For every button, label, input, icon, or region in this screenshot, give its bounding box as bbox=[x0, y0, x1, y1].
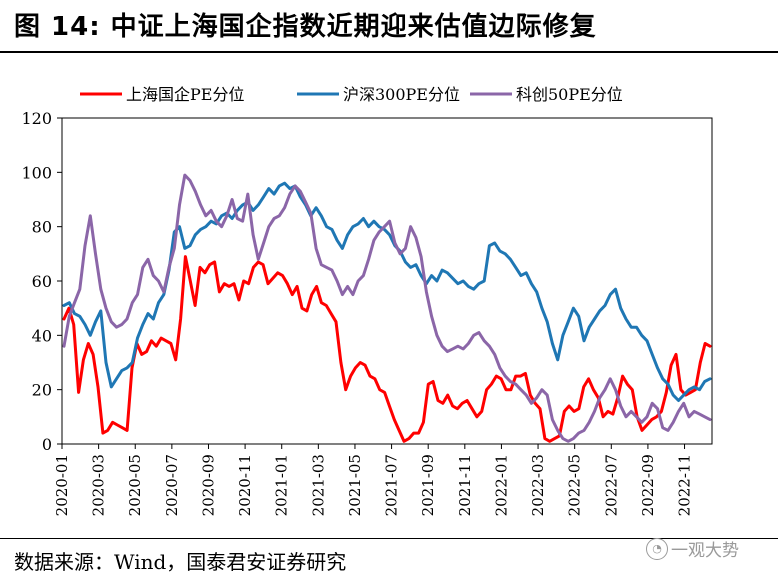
y-tick-label: 0 bbox=[42, 435, 52, 454]
x-tick-label: 2022-09 bbox=[639, 454, 657, 516]
legend-label-3: 科创50PE分位 bbox=[516, 85, 623, 104]
x-tick-label: 2022-11 bbox=[676, 454, 694, 516]
x-axis: 2020-01 2020-03 2020-05 2020-07 2020-09 2020-… bbox=[53, 444, 694, 516]
x-tick-label: 2021-11 bbox=[456, 454, 474, 516]
legend-label-1: 上海国企PE分位 bbox=[126, 85, 244, 104]
x-tick-label: 2021-05 bbox=[346, 454, 364, 516]
x-tick-label: 2021-07 bbox=[383, 454, 401, 516]
x-tick-label: 2021-09 bbox=[419, 454, 437, 516]
plot-frame bbox=[61, 117, 713, 445]
x-tick-label: 2020-11 bbox=[236, 454, 254, 516]
bottom-rule bbox=[0, 538, 778, 539]
x-tick-label: 2021-01 bbox=[273, 454, 291, 516]
wechat-icon: ◔ bbox=[646, 537, 668, 560]
y-tick-label: 60 bbox=[32, 272, 52, 291]
x-tick-label: 2020-05 bbox=[126, 454, 144, 516]
watermark-text: 一观大势 bbox=[671, 541, 739, 561]
line-chart: 上海国企PE分位 沪深300PE分位 科创50PE分位 0 20 40 60 80 100 12… bbox=[21, 85, 713, 516]
y-tick-label: 80 bbox=[32, 218, 52, 237]
legend-label-2: 沪深300PE分位 bbox=[343, 85, 460, 104]
source-note: 数据来源：Wind，国泰君安证券研究 bbox=[14, 550, 347, 574]
y-tick-label: 20 bbox=[32, 381, 52, 400]
x-tick-label: 2021-03 bbox=[309, 454, 327, 516]
x-tick-label: 2022-03 bbox=[529, 454, 547, 516]
x-tick-label: 2022-01 bbox=[492, 454, 510, 516]
x-tick-label: 2022-07 bbox=[602, 454, 620, 516]
figure-title: 图 14: 中证上海国企指数近期迎来估值边际修复 bbox=[14, 12, 597, 42]
x-tick-label: 2020-01 bbox=[53, 454, 71, 516]
y-tick-label: 40 bbox=[32, 326, 52, 345]
y-tick-label: 100 bbox=[21, 163, 52, 182]
watermark: ◔ 一观大势 bbox=[646, 536, 739, 561]
y-axis: 0 20 40 60 80 100 120 bbox=[21, 109, 62, 454]
series-line-1 bbox=[62, 255, 712, 443]
x-tick-label: 2020-03 bbox=[90, 454, 108, 516]
x-tick-label: 2020-07 bbox=[163, 454, 181, 516]
top-rule bbox=[0, 51, 778, 53]
y-tick-label: 120 bbox=[21, 109, 52, 128]
chart-series bbox=[62, 173, 712, 443]
series-line-3 bbox=[62, 173, 712, 443]
x-tick-label: 2020-09 bbox=[199, 454, 217, 516]
series-line-2 bbox=[62, 181, 712, 402]
chart-legend: 上海国企PE分位 沪深300PE分位 科创50PE分位 bbox=[80, 85, 623, 104]
x-tick-label: 2022-05 bbox=[566, 454, 584, 516]
